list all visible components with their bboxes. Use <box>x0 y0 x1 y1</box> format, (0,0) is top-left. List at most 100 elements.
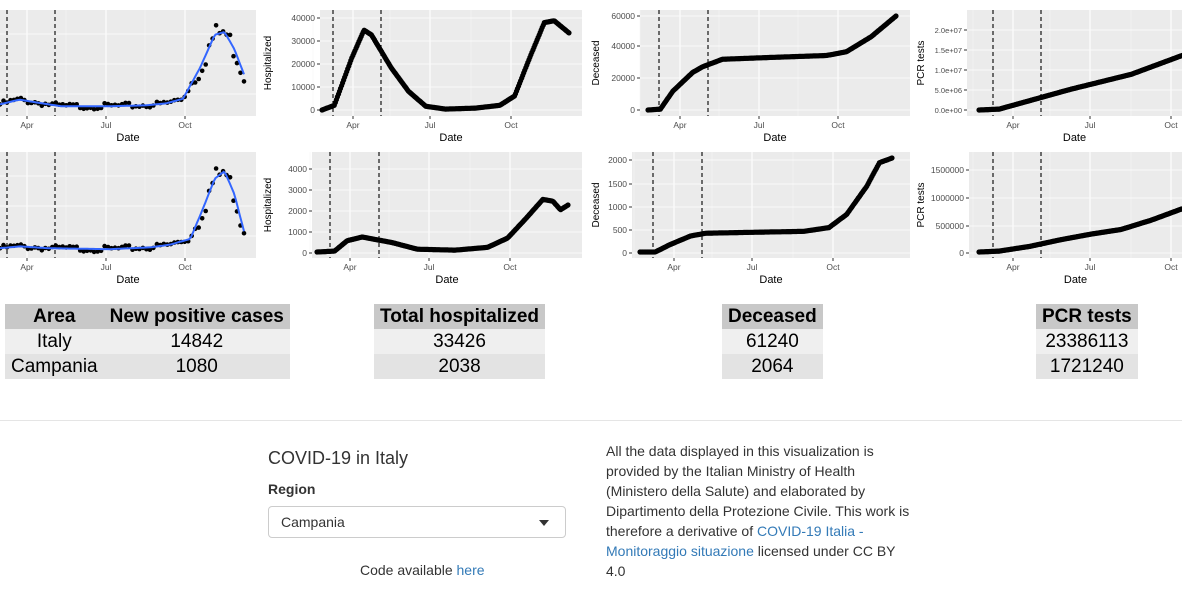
table-row: 33426 <box>374 329 546 354</box>
x-tick-label: Jul <box>747 262 758 272</box>
table-row: 2064 <box>722 354 823 379</box>
data-point <box>213 23 219 28</box>
y-tick-label: 5.0e+06 <box>935 86 962 95</box>
area-cell: Campania <box>5 354 104 379</box>
data-point <box>91 106 97 112</box>
y-axis-title: PCR tests <box>916 40 927 85</box>
x-tick-label: Apr <box>343 262 356 272</box>
deceased-table-header: Deceased <box>722 304 823 329</box>
y-tick-label: 1.0e+07 <box>935 66 962 75</box>
data-point <box>1179 206 1182 212</box>
x-tick-label: Oct <box>503 262 517 272</box>
y-axis-title: Deceased <box>591 182 602 227</box>
cases-table-header-new-cases: New positive cases <box>103 304 290 329</box>
data-point <box>231 53 236 59</box>
data-point <box>234 60 240 66</box>
section-divider <box>0 420 1182 421</box>
value-cell: 2038 <box>374 354 546 379</box>
data-point <box>231 198 236 203</box>
y-tick-label: 60000 <box>611 11 635 21</box>
source-link[interactable]: COVID-19 Italia - Monitoraggio situazion… <box>606 523 864 559</box>
y-tick-label: 500 <box>613 225 627 235</box>
x-tick-label: Oct <box>831 120 845 130</box>
data-point <box>102 243 107 249</box>
data-point <box>126 100 132 106</box>
x-tick-label: Apr <box>667 262 680 272</box>
value-cell: 14842 <box>103 329 290 354</box>
data-point <box>39 248 45 253</box>
y-tick-label: 0 <box>622 248 627 258</box>
y-tick-label: 4000 <box>288 164 307 174</box>
x-tick-label: Jul <box>101 120 112 130</box>
region-select[interactable]: Campania <box>268 506 566 538</box>
table-row: 61240 <box>722 329 823 354</box>
area-cell: Italy <box>5 329 104 354</box>
y-tick-label: 3000 <box>288 185 307 195</box>
y-axis-title: Hospitalized <box>263 178 274 232</box>
plot-panel-background <box>967 10 1182 116</box>
x-tick-label: Oct <box>178 120 192 130</box>
trend-line <box>0 170 245 251</box>
x-tick-label: Jul <box>425 120 436 130</box>
data-point <box>565 202 571 208</box>
y-tick-label: 2.0e+07 <box>935 26 962 35</box>
trend-line <box>0 31 245 108</box>
deceased-table: Deceased 61240 2064 <box>722 304 823 379</box>
plot-panel-background <box>0 10 256 116</box>
x-tick-label: Apr <box>1006 120 1019 130</box>
code-link[interactable]: here <box>456 562 485 578</box>
data-point <box>241 230 247 236</box>
data-point <box>893 13 899 19</box>
y-tick-label: 1500000 <box>931 165 964 175</box>
data-point <box>889 155 895 161</box>
data-point <box>203 208 208 214</box>
x-tick-label: Oct <box>826 262 840 272</box>
data-point <box>227 175 233 180</box>
credits-text: All the data displayed in this visualiza… <box>606 441 916 581</box>
plot-hospitalized-campania: 0 1000 2000 3000 4000 Apr Jul Oct Date Hospitaliz… <box>262 150 584 287</box>
x-tick-label: Oct <box>178 262 192 272</box>
x-tick-label: Jul <box>1085 262 1096 272</box>
x-axis-title: Date <box>1063 132 1086 144</box>
y-tick-label: 500000 <box>936 221 965 231</box>
table-row: 23386113 <box>1036 329 1138 354</box>
data-point <box>213 166 219 171</box>
data-point <box>102 101 107 106</box>
plot-cases-campania: Apr Jul Oct Date <box>0 150 257 287</box>
cases-table-header-area: Area <box>5 304 104 329</box>
data-point <box>566 30 572 36</box>
x-axis-title: Date <box>763 132 786 144</box>
y-tick-label: 2000 <box>608 155 627 165</box>
data-point <box>67 244 72 249</box>
plot-panel-background <box>0 152 256 258</box>
plot-deceased-campania: 0 500 1000 1500 2000 Apr Jul Oct Date Deceased <box>590 150 910 287</box>
chevron-down-icon <box>539 520 549 526</box>
x-tick-label: Oct <box>504 120 518 130</box>
data-point <box>1 98 6 103</box>
value-cell: 1721240 <box>1036 354 1138 379</box>
data-point <box>95 249 100 254</box>
y-axis-title: PCR tests <box>916 182 927 227</box>
region-label: Region <box>268 481 316 497</box>
data-point <box>147 105 153 110</box>
data-point <box>1179 52 1182 59</box>
code-note: Code available here <box>360 562 485 578</box>
value-cell: 61240 <box>722 329 823 354</box>
x-tick-label: Jul <box>1085 120 1096 130</box>
plot-pcr-italy: 0.0e+00 5.0e+06 1.0e+07 1.5e+07 2.0e+07 Apr Ju… <box>915 8 1182 145</box>
y-tick-label: 0.0e+00 <box>935 106 962 115</box>
data-point <box>123 243 128 248</box>
x-tick-label: Jul <box>754 120 765 130</box>
data-point <box>227 32 233 38</box>
data-point <box>192 80 198 85</box>
code-note-text: Code available <box>360 562 457 578</box>
hospitalized-table-header: Total hospitalized <box>374 304 546 329</box>
plot-panel-background <box>969 152 1182 258</box>
data-point <box>81 249 86 254</box>
y-axis-title: Deceased <box>591 40 602 85</box>
y-tick-label: 1.5e+07 <box>935 46 962 55</box>
value-cell: 2064 <box>722 354 823 379</box>
data-point <box>91 249 97 255</box>
value-cell: 1080 <box>103 354 290 379</box>
x-axis-title: Date <box>1064 274 1087 286</box>
